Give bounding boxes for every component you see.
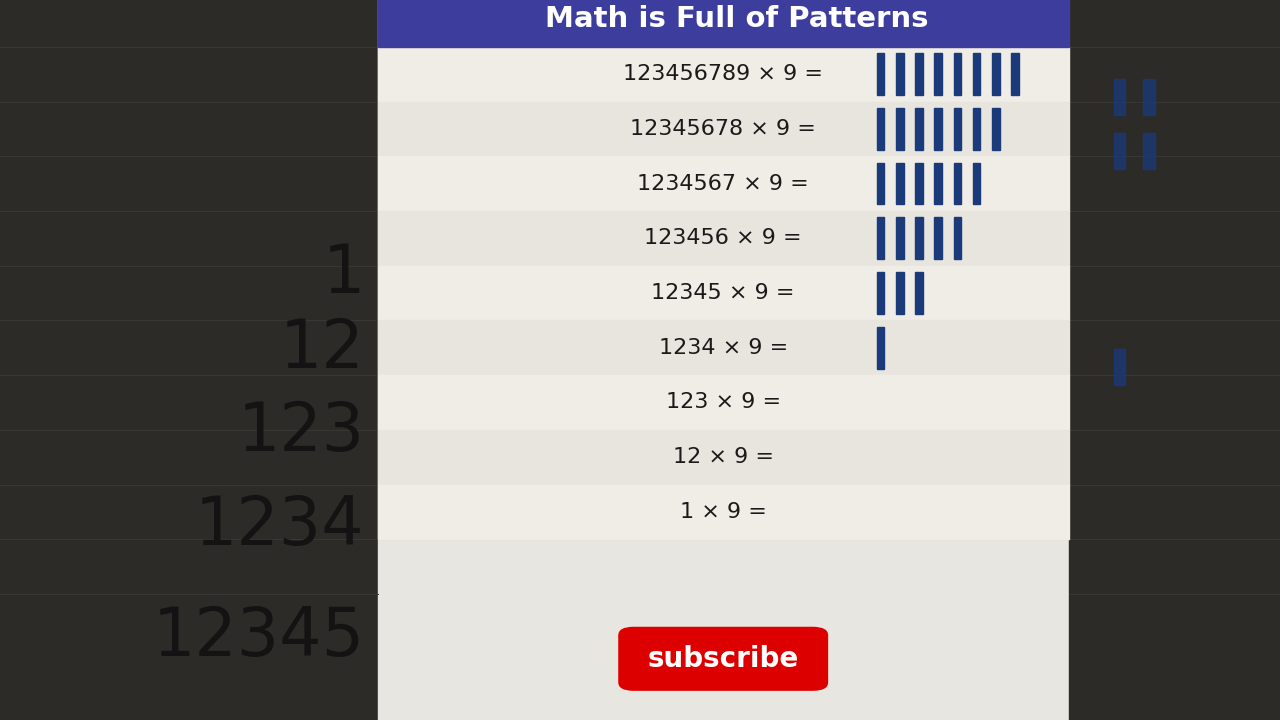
Bar (378, 0, 1069, 47)
Bar (896, 163, 904, 204)
Bar (973, 108, 980, 150)
Bar (1114, 79, 1125, 115)
Bar (877, 272, 884, 314)
Bar (954, 108, 961, 150)
Bar (1011, 53, 1019, 95)
Bar (896, 272, 904, 314)
Bar (973, 53, 980, 95)
Text: 1 × 9 =: 1 × 9 = (680, 502, 767, 522)
Bar (896, 53, 904, 95)
Bar (877, 217, 884, 259)
Bar (896, 217, 904, 259)
Bar (378, 320, 1069, 375)
Text: 1: 1 (323, 240, 365, 307)
Bar (992, 53, 1000, 95)
Bar (954, 53, 961, 95)
Text: Math is Full of Patterns: Math is Full of Patterns (545, 6, 929, 33)
Text: 1234: 1234 (195, 492, 365, 559)
Bar (915, 53, 923, 95)
Bar (934, 217, 942, 259)
Text: 12: 12 (280, 316, 365, 382)
Bar (934, 163, 942, 204)
Bar (1069, 0, 1280, 720)
Bar (877, 53, 884, 95)
Bar (954, 163, 961, 204)
Bar (378, 375, 1069, 430)
Bar (877, 108, 884, 150)
Text: 12 × 9 =: 12 × 9 = (673, 447, 773, 467)
Bar (877, 163, 884, 204)
Bar (0, 0, 378, 720)
Bar (877, 327, 884, 369)
Bar (915, 272, 923, 314)
Bar (378, 102, 1069, 156)
Text: subscribe: subscribe (648, 645, 799, 672)
Bar (954, 217, 961, 259)
Text: 123 × 9 =: 123 × 9 = (666, 392, 781, 413)
Text: 123: 123 (238, 399, 365, 465)
Bar (973, 163, 980, 204)
Bar (1143, 79, 1155, 115)
Text: 123456 × 9 =: 123456 × 9 = (644, 228, 803, 248)
Bar (896, 108, 904, 150)
Bar (1114, 133, 1125, 169)
Bar (378, 430, 1069, 485)
Text: 1234567 × 9 =: 1234567 × 9 = (637, 174, 809, 194)
Bar (915, 108, 923, 150)
Bar (378, 47, 1069, 102)
Bar (378, 0, 1069, 720)
Bar (378, 156, 1069, 211)
Bar (378, 485, 1069, 539)
Text: 12345 × 9 =: 12345 × 9 = (652, 283, 795, 303)
Bar (1114, 349, 1125, 385)
Text: 12345678 × 9 =: 12345678 × 9 = (630, 119, 817, 139)
Text: 1234 × 9 =: 1234 × 9 = (659, 338, 787, 358)
Bar (1143, 133, 1155, 169)
Text: 123456789 × 9 =: 123456789 × 9 = (623, 64, 823, 84)
Bar (934, 108, 942, 150)
Bar (992, 108, 1000, 150)
FancyBboxPatch shape (618, 626, 828, 691)
Bar (915, 163, 923, 204)
Bar (915, 217, 923, 259)
Bar (378, 211, 1069, 266)
Bar (378, 266, 1069, 320)
Text: 12345: 12345 (152, 604, 365, 670)
Bar (934, 53, 942, 95)
